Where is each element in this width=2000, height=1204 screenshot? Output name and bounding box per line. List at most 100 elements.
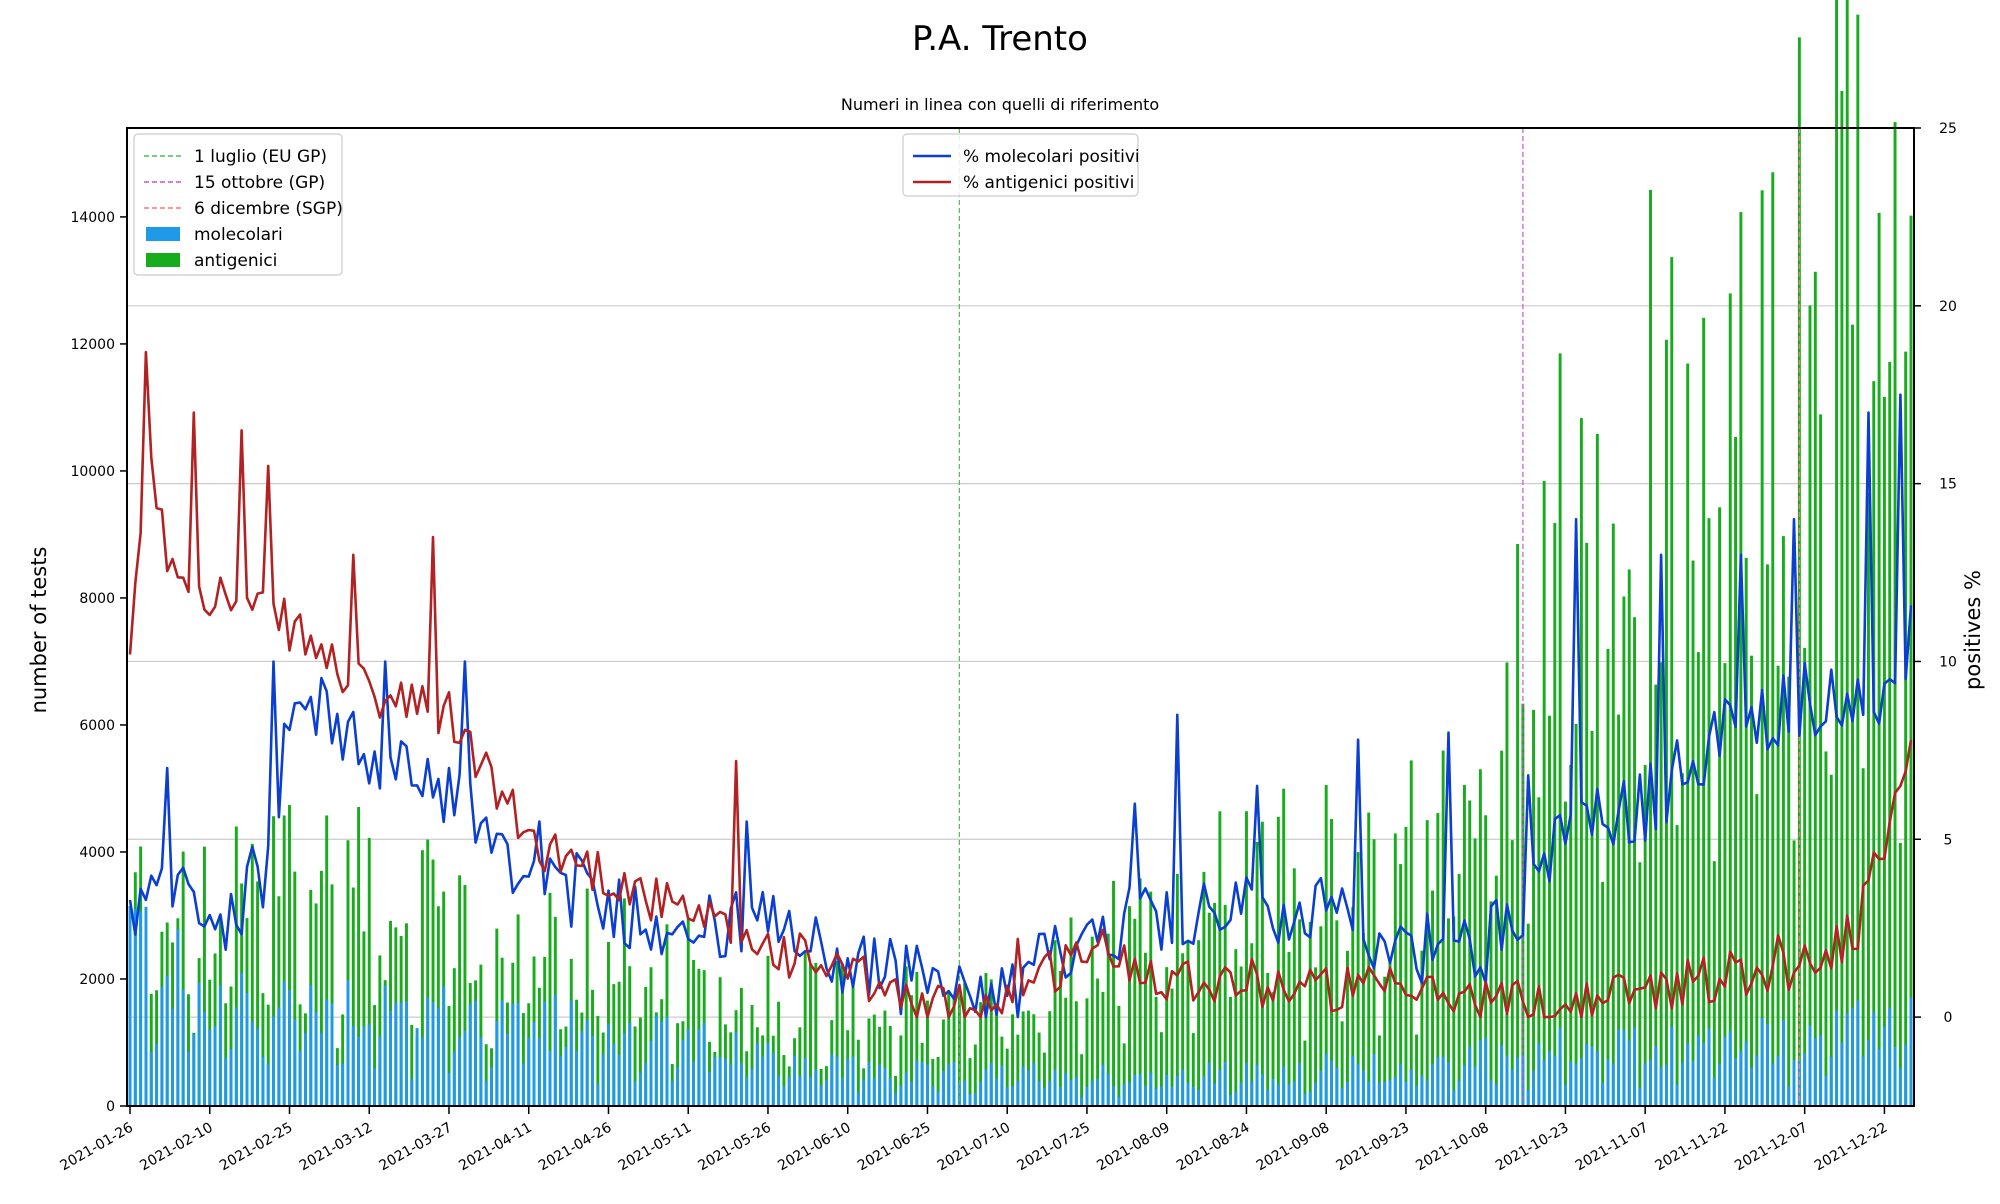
molecolari-bar xyxy=(569,1001,573,1106)
antigenici-bar xyxy=(963,983,967,1106)
antigenici-bar xyxy=(341,1014,345,1106)
molecolari-bar xyxy=(814,1069,818,1106)
antigenici-bar xyxy=(1728,293,1732,1106)
molecolari-bar xyxy=(383,985,387,1106)
antigenici-bar xyxy=(458,875,462,1106)
molecolari-bar xyxy=(697,1029,701,1106)
molecolari-bar xyxy=(660,1021,664,1106)
molecolari-bar xyxy=(1601,1082,1605,1106)
antigenici-bar xyxy=(288,805,291,1106)
antigenici-bar xyxy=(1856,14,1860,1107)
molecolari-bar xyxy=(1377,1082,1381,1106)
antigenici-bar xyxy=(1633,617,1637,1106)
antigenici-bar xyxy=(1861,768,1865,1106)
antigenici-bar xyxy=(1409,760,1413,1106)
molecolari-bar xyxy=(1675,1084,1679,1106)
antigenici-bar xyxy=(1563,801,1567,1106)
chart-subtitle: Numeri in linea con quelli di riferiment… xyxy=(841,95,1159,114)
antigenici-bar xyxy=(1888,361,1892,1106)
molecolari-bar xyxy=(298,1051,302,1106)
antigenici-bar xyxy=(1867,492,1870,1107)
molecolari-bar xyxy=(553,994,557,1106)
molecolari-bar xyxy=(851,1056,855,1106)
x-tick-label: 2021-09-23 xyxy=(1333,1120,1411,1175)
molecolari-bar xyxy=(463,1030,467,1106)
antigenici-bar xyxy=(1595,433,1599,1106)
legend-label: antigenici xyxy=(194,251,277,271)
molecolari-bar xyxy=(888,1077,892,1106)
molecolari-bar xyxy=(1361,1070,1365,1106)
antigenici-bar xyxy=(351,887,355,1106)
molecolari-bar xyxy=(1829,1056,1833,1106)
antigenici-bar xyxy=(149,993,153,1106)
molecolari-bar xyxy=(1888,1007,1892,1106)
legend-label: 6 dicembre (SGP) xyxy=(194,199,343,219)
antigenici-bar xyxy=(1149,891,1153,1106)
antigenici-bar xyxy=(872,1014,876,1106)
molecolari-bar xyxy=(1276,1084,1280,1106)
molecolari-bar xyxy=(1074,1077,1078,1106)
x-tick-label: 2021-12-07 xyxy=(1732,1120,1810,1175)
y-tick-label: 12000 xyxy=(70,337,115,353)
antigenici-bar xyxy=(1383,976,1387,1106)
molecolari-bar xyxy=(771,1052,775,1106)
molecolari-bar xyxy=(1696,1035,1700,1106)
molecolari-bar xyxy=(1872,1012,1876,1106)
antigenici-bar xyxy=(1101,991,1105,1106)
molecolari-bar xyxy=(649,1040,653,1106)
molecolari-bar xyxy=(1186,1082,1190,1106)
antigenici-bar xyxy=(617,981,621,1106)
molecolari-bar xyxy=(511,1003,515,1106)
molecolari-bar xyxy=(229,1049,233,1106)
molecolari-bar xyxy=(1085,1086,1089,1106)
legend-label: % antigenici positivi xyxy=(963,173,1134,193)
antigenici-bar xyxy=(1617,714,1621,1106)
antigenici-bar xyxy=(1303,1040,1307,1106)
antigenici-bar xyxy=(1340,1021,1344,1106)
molecolari-bar xyxy=(1393,1077,1397,1106)
molecolari-bar xyxy=(1112,1086,1115,1106)
molecolari-bar xyxy=(745,1077,749,1106)
molecolari-bar xyxy=(1388,1079,1392,1106)
molecolari-bar xyxy=(1314,1083,1318,1106)
molecolari-bar xyxy=(559,1056,563,1106)
molecolari-positivi-line xyxy=(128,393,1913,1019)
molecolari-bar xyxy=(713,1057,717,1106)
x-tick-label: 2021-11-07 xyxy=(1573,1120,1651,1175)
molecolari-bar xyxy=(1819,1035,1823,1106)
molecolari-bar xyxy=(458,1037,462,1106)
antigenici-bar xyxy=(1367,812,1371,1106)
molecolari-bar xyxy=(607,1024,610,1106)
antigenici-bar xyxy=(1287,951,1291,1106)
molecolari-bar xyxy=(591,1035,594,1106)
molecolari-bar xyxy=(1197,1090,1201,1106)
antigenici-bar xyxy=(1819,414,1823,1106)
legend-label: 15 ottobre (GP) xyxy=(194,173,325,193)
molecolari-bar xyxy=(867,1061,871,1106)
antigenici-bar xyxy=(362,931,366,1106)
antigenici-bar xyxy=(984,973,988,1106)
molecolari-bar xyxy=(862,1079,866,1106)
antigenici-bar xyxy=(739,987,743,1106)
molecolari-bar xyxy=(1042,1088,1046,1106)
antigenici-bar xyxy=(1760,190,1764,1106)
molecolari-bar xyxy=(447,1072,451,1106)
antigenici-bar xyxy=(1882,396,1886,1107)
molecolari-bar xyxy=(1590,1046,1594,1106)
molecolari-bar xyxy=(894,1092,898,1106)
antigenici-bar xyxy=(894,1075,898,1106)
legend-swatch xyxy=(146,253,180,267)
molecolari-bar xyxy=(1128,1082,1131,1106)
molecolari-bar xyxy=(261,1056,265,1106)
antigenici-bar xyxy=(1276,816,1280,1106)
molecolari-bar xyxy=(1447,1062,1450,1106)
molecolari-bar xyxy=(766,1043,770,1106)
molecolari-bar xyxy=(622,1033,626,1106)
molecolari-bar xyxy=(941,1071,945,1106)
molecolari-bar xyxy=(1016,1080,1020,1106)
molecolari-bar xyxy=(192,1034,196,1106)
antigenici-bar xyxy=(1431,890,1434,1106)
molecolari-bar xyxy=(213,1026,217,1106)
antigenici-bar xyxy=(1829,774,1833,1106)
molecolari-bar xyxy=(777,1076,781,1106)
